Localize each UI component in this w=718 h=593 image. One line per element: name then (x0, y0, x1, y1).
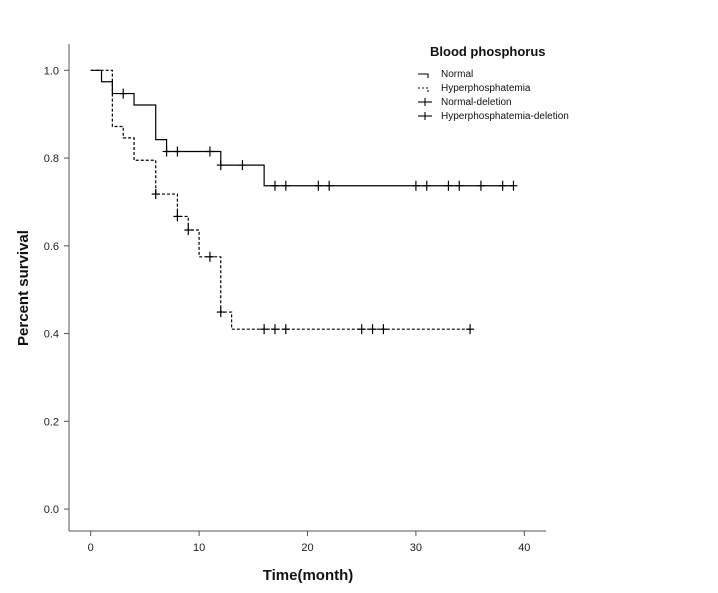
y-axis-title: Percent survival (15, 230, 32, 346)
x-tick-label: 30 (410, 542, 422, 554)
legend-entry-label: Hyperphosphatemia (441, 83, 531, 94)
legend: Blood phosphorus Normal Hyperphosphatemia… (418, 44, 569, 122)
y-tick-label: 0.8 (44, 153, 59, 165)
y-tick-label: 0.4 (44, 329, 59, 341)
legend-entry-label: Normal-deletion (441, 97, 512, 108)
x-tick-label: 10 (193, 542, 205, 554)
axes: 0 10 20 30 40 0.0 0.2 0.4 0.6 0.8 1.0 (44, 44, 546, 554)
legend-entry-label: Hyperphosphatemia-deletion (441, 111, 569, 122)
y-tick-label: 1.0 (44, 65, 59, 77)
legend-swatch-dashed (418, 87, 429, 92)
x-tick-label: 40 (518, 542, 530, 554)
legend-swatch-solid (418, 73, 429, 78)
y-tick-label: 0.6 (44, 241, 59, 253)
x-tick-label: 20 (301, 542, 313, 554)
legend-title: Blood phosphorus (430, 44, 546, 59)
x-axis-title: Time(month) (263, 567, 354, 584)
y-tick-label: 0.0 (44, 504, 59, 516)
series-line-hyperphosphatemia (90, 69, 471, 330)
survival-curves (90, 69, 514, 330)
y-tick-label: 0.2 (44, 416, 59, 428)
legend-entry-label: Normal (441, 69, 473, 80)
x-tick-label: 0 (88, 542, 94, 554)
censor-marks (119, 88, 518, 335)
